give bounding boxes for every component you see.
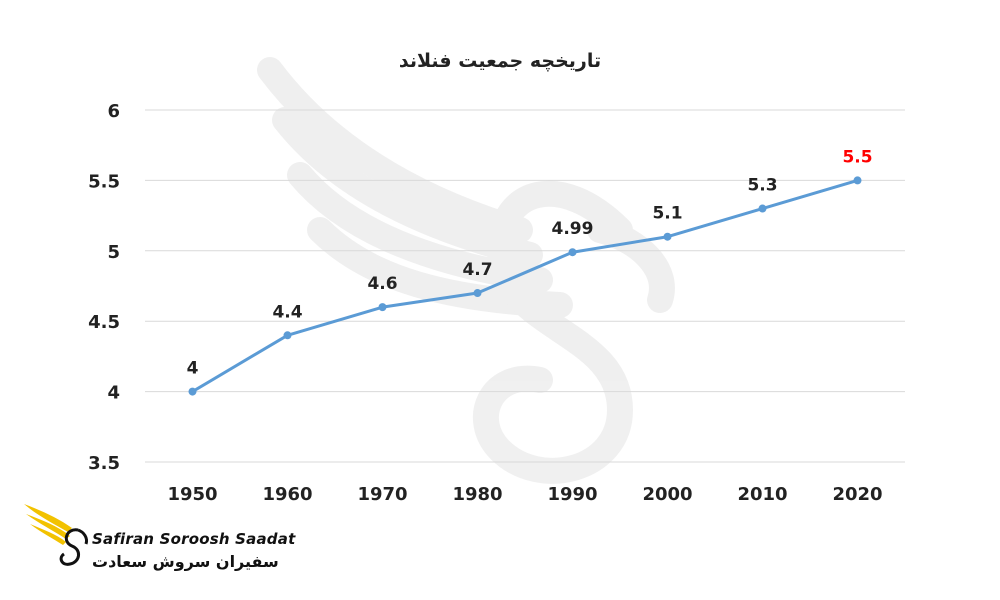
- series-line-group: [191, 178, 858, 393]
- data-label: 4: [187, 359, 199, 379]
- data-label: 5.3: [747, 176, 777, 196]
- data-point: [473, 289, 482, 298]
- data-points: [188, 176, 862, 396]
- series-line: [191, 178, 858, 393]
- x-tick-label: 1970: [357, 484, 407, 505]
- data-point: [853, 176, 862, 185]
- data-label: 5.1: [652, 204, 682, 224]
- data-label: 4.6: [367, 274, 397, 294]
- data-label: 5.5: [842, 147, 872, 167]
- data-point: [758, 204, 767, 213]
- data-label: 4.7: [462, 260, 492, 280]
- data-label: 4.4: [272, 302, 302, 322]
- y-tick-label: 4: [107, 383, 120, 404]
- y-tick-label: 4.5: [88, 312, 120, 333]
- y-axis-ticks: 3.5 4 4.5 5 5.5 6: [88, 101, 120, 474]
- data-point: [283, 331, 292, 340]
- data-labels: 4 4.4 4.6 4.7 4.99 5.1 5.3 5.5: [187, 147, 873, 378]
- brand-logo: [18, 492, 308, 582]
- x-tick-label: 1960: [262, 484, 312, 505]
- y-tick-label: 3.5: [88, 453, 120, 474]
- x-tick-label: 2000: [642, 484, 692, 505]
- y-tick-label: 6: [107, 101, 120, 122]
- wing-logo-icon: [24, 504, 88, 566]
- gridlines: [145, 109, 905, 463]
- x-axis-ticks: 1950 1960 1970 1980 1990 2000 2010 2020: [167, 484, 882, 505]
- data-point: [663, 232, 672, 241]
- data-point: [568, 248, 577, 257]
- y-tick-label: 5: [107, 242, 120, 263]
- x-tick-label: 1950: [167, 484, 217, 505]
- x-tick-label: 2010: [737, 484, 787, 505]
- brand-name-english: Safiran Soroosh Saadat: [92, 530, 296, 548]
- chart-title: تاریخچه جمعیت فنلاند: [398, 50, 602, 72]
- data-point: [188, 387, 197, 396]
- x-tick-label: 1980: [452, 484, 502, 505]
- y-tick-label: 5.5: [88, 171, 120, 192]
- brand-name-persian: سفیران سروش سعادت: [92, 552, 279, 571]
- x-tick-label: 1990: [547, 484, 597, 505]
- x-tick-label: 2020: [832, 484, 882, 505]
- data-label: 4.99: [552, 219, 594, 239]
- data-point: [378, 303, 387, 312]
